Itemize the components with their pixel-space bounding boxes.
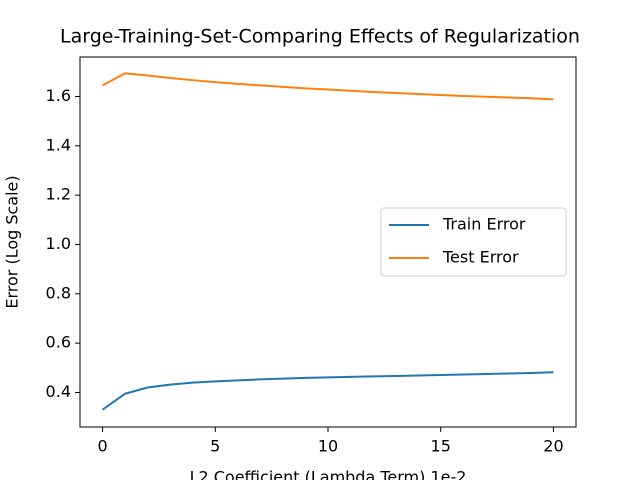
x-tick-label: 20 xyxy=(543,437,563,456)
x-axis-label: L2 Coefficient (Lambda Term) 1e-2 xyxy=(190,468,467,480)
x-tick-label: 5 xyxy=(210,437,220,456)
line-series xyxy=(101,371,554,411)
line-series xyxy=(102,72,554,101)
y-tick-label: 1.2 xyxy=(46,185,71,204)
y-tick-label: 1.6 xyxy=(46,86,71,105)
legend-label: Test Error xyxy=(442,248,519,267)
y-tick-label: 0.4 xyxy=(46,382,71,401)
chart-title: Large-Training-Set-Comparing Effects of … xyxy=(60,26,580,48)
legend-label: Train Error xyxy=(442,215,526,234)
y-tick-label: 0.6 xyxy=(46,333,71,352)
x-tick-label: 0 xyxy=(97,437,107,456)
y-tick-label: 1.4 xyxy=(46,135,71,154)
plot-frame xyxy=(79,56,577,428)
y-tick-label: 1.0 xyxy=(46,234,71,253)
y-axis-label: Error (Log Scale) xyxy=(3,175,22,308)
x-tick-label: 10 xyxy=(318,437,338,456)
y-tick-label: 0.8 xyxy=(46,283,71,302)
x-tick-label: 15 xyxy=(431,437,451,456)
